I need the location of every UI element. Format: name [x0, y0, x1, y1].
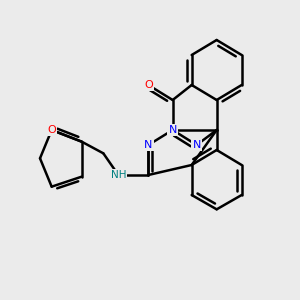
Text: N: N [193, 140, 201, 150]
Text: N: N [144, 140, 152, 150]
Text: O: O [47, 125, 56, 135]
Text: O: O [144, 80, 153, 90]
Text: N: N [169, 125, 177, 135]
Text: NH: NH [111, 170, 126, 180]
